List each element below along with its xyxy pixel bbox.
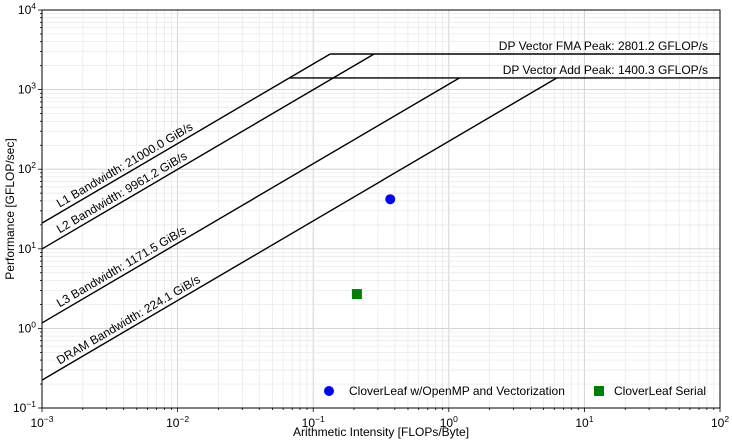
roofline-labels: DP Vector FMA Peak: 2801.2 GFLOP/s DP Vec…	[54, 39, 708, 367]
y-tick-label: 101	[18, 240, 36, 256]
axis-tick-labels: 10−3 10−2 10−1 100 101 102 10−1 100 101 102 103 104	[13, 1, 729, 430]
legend-marker-serial	[594, 386, 604, 396]
data-points	[351, 194, 396, 300]
legend: CloverLeaf w/OpenMP and Vectorization Cl…	[324, 384, 706, 398]
x-tick-label: 10−2	[166, 414, 189, 430]
data-point-openmp	[385, 194, 396, 205]
x-tick-label: 10−1	[302, 414, 325, 430]
x-tick-label: 100	[440, 414, 458, 430]
x-axis-title: Arithmetic Intensity [FLOPs/Byte]	[293, 425, 469, 439]
axis-ticks	[38, 9, 721, 412]
peak-label: DP Vector Add Peak: 1400.3 GFLOP/s	[503, 63, 708, 77]
bandwidth-line	[41, 53, 331, 224]
data-point-serial	[351, 289, 362, 300]
x-tick-label: 101	[575, 414, 593, 430]
y-tick-label: 103	[18, 81, 36, 97]
legend-label-serial: CloverLeaf Serial	[614, 384, 706, 398]
bandwidth-line	[41, 77, 558, 381]
x-tick-label: 102	[711, 414, 729, 430]
y-tick-label: 104	[18, 1, 36, 17]
y-tick-label: 10−1	[13, 399, 36, 415]
y-tick-label: 100	[18, 319, 36, 335]
x-tick-label: 10−3	[30, 414, 53, 430]
plot-frame	[41, 9, 721, 409]
roofline-lines	[41, 53, 720, 381]
y-axis-title: Performance [GFLOP/sec]	[3, 138, 17, 279]
legend-marker-openmp	[324, 386, 334, 396]
peak-label: DP Vector FMA Peak: 2801.2 GFLOP/s	[499, 39, 708, 53]
y-tick-label: 102	[18, 160, 36, 176]
bandwidth-line	[41, 77, 460, 324]
grid-lines	[42, 10, 720, 408]
bandwidth-line	[41, 53, 375, 250]
legend-label-openmp: CloverLeaf w/OpenMP and Vectorization	[349, 384, 565, 398]
